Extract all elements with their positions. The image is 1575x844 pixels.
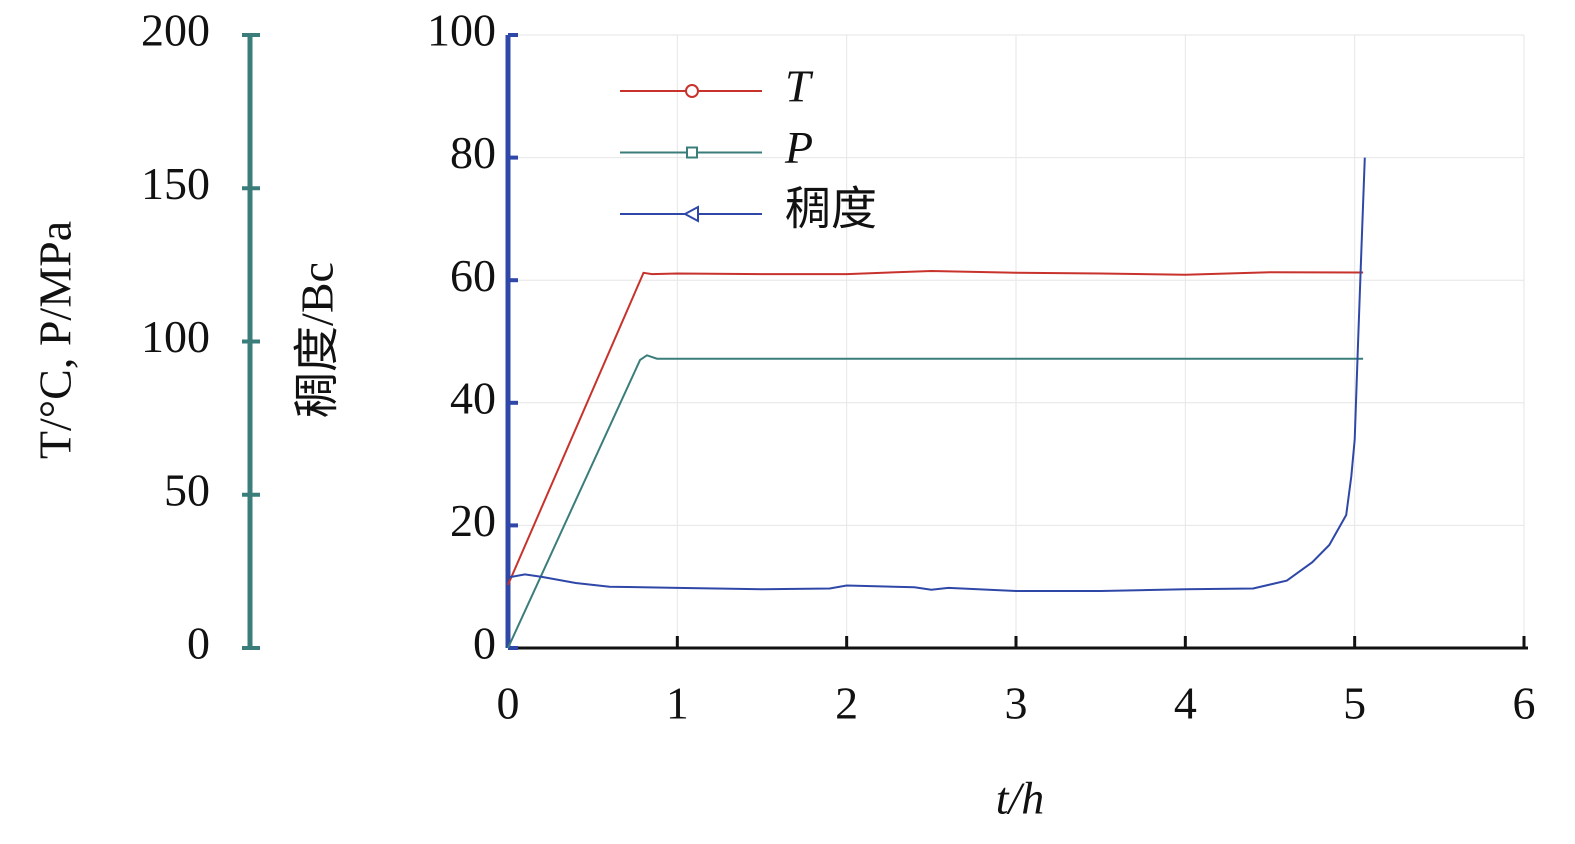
legend-marker [685,84,699,98]
x-tick-label: 0 [497,678,520,729]
y-tick-label: 60 [450,250,496,301]
y-tick-label: 20 [450,495,496,546]
x-tick-label: 4 [1174,678,1197,729]
y-tick-label: 0 [473,618,496,669]
y2-tick-label: 50 [164,464,210,515]
x-tick-label: 3 [1005,678,1028,729]
y-axis-title: 稠度/Bc [292,262,343,418]
y-tick-label: 40 [450,372,496,423]
legend-marker [682,205,699,223]
x-tick-label: 5 [1343,678,1366,729]
legend-label: P [784,122,813,173]
y2-tick-label: 200 [141,5,210,56]
legend-marker [686,146,698,159]
x-tick-label: 6 [1513,678,1536,729]
y2-tick-label: 0 [187,618,210,669]
series-line [507,269,1364,586]
x-tick-label: 1 [666,678,689,729]
y-tick-label: 80 [450,127,496,178]
series-line [507,354,1364,649]
y2-tick-label: 100 [141,311,210,362]
x-axis-title: t/h [996,773,1045,824]
y-tick-label: 100 [427,5,496,56]
x-tick-label: 2 [835,678,858,729]
y2-tick-label: 150 [141,158,210,209]
series-line [507,157,1366,592]
y2-axis-title: T/°C, P/MPa [30,221,81,459]
legend-label: T [785,61,814,112]
legend-label: 稠度 [785,184,877,235]
